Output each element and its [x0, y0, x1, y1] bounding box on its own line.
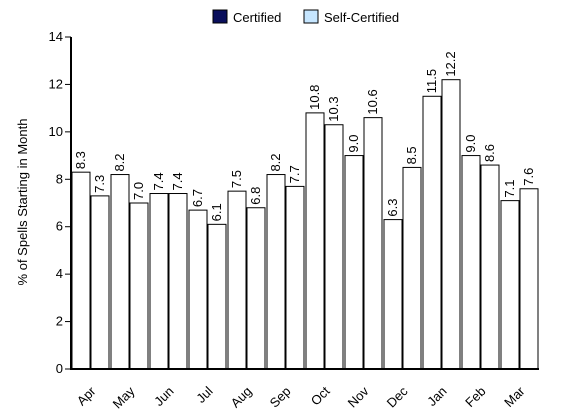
bar-jan-certified — [422, 95, 442, 370]
bar-nov-self-certified — [363, 117, 383, 370]
value-label-apr-self-certified: 7.3 — [92, 175, 107, 193]
bar-may-certified — [110, 174, 130, 370]
x-tick-label-jun: Jun — [151, 384, 176, 409]
bar-sep-self-certified — [285, 185, 305, 370]
plot-area: 8.3 7.3 Apr 8.2 7.0 May 7.4 7.4 Jun 6.7 6.1 Jul 7.5 6… — [49, 29, 539, 411]
value-label-dec-self-certified: 8.5 — [404, 146, 419, 164]
legend: Certified Self-Certified — [212, 9, 399, 25]
legend-swatch-self-certified — [303, 9, 319, 24]
legend-label-certified: Certified — [233, 10, 281, 25]
value-label-jan-certified: 11.5 — [424, 69, 439, 93]
value-label-mar-certified: 7.1 — [502, 180, 517, 198]
value-label-jan-self-certified: 12.2 — [443, 51, 458, 76]
y-axis-title: % of Spells Starting in Month — [15, 119, 30, 286]
y-tick-label-2: 2 — [56, 314, 63, 329]
x-tick-label-may: May — [110, 383, 138, 411]
y-tick-label-0: 0 — [56, 361, 63, 376]
bar-feb-certified — [461, 155, 481, 370]
value-label-may-self-certified: 7.0 — [131, 182, 146, 200]
x-tick-label-apr: Apr — [74, 383, 99, 408]
bar-may-self-certified — [129, 202, 149, 370]
y-tick-label-8: 8 — [56, 171, 63, 186]
y-tick-label-12: 12 — [49, 76, 63, 91]
x-tick-label-mar: Mar — [501, 383, 528, 410]
value-label-dec-certified: 6.3 — [385, 199, 400, 217]
bar-jun-self-certified — [168, 193, 188, 370]
bar-aug-certified — [227, 190, 247, 370]
value-label-mar-self-certified: 7.6 — [521, 168, 536, 186]
bar-nov-certified — [344, 155, 364, 370]
legend-label-self-certified: Self-Certified — [324, 10, 399, 25]
value-label-feb-certified: 9.0 — [463, 134, 478, 152]
bar-dec-self-certified — [402, 166, 422, 370]
bar-feb-self-certified — [480, 164, 500, 370]
x-tick-label-sep: Sep — [267, 384, 294, 411]
value-label-nov-certified: 9.0 — [346, 134, 361, 152]
legend-swatch-certified — [212, 9, 228, 24]
value-label-apr-certified: 8.3 — [73, 151, 88, 169]
bar-dec-certified — [383, 219, 403, 370]
value-label-oct-certified: 10.8 — [307, 85, 322, 110]
value-label-jun-self-certified: 7.4 — [170, 172, 185, 190]
bar-oct-certified — [305, 112, 325, 370]
y-tick-label-4: 4 — [56, 266, 63, 281]
value-label-sep-certified: 8.2 — [268, 153, 283, 171]
bar-apr-self-certified — [90, 195, 110, 370]
value-label-oct-self-certified: 10.3 — [326, 96, 341, 121]
bar-jun-certified — [149, 193, 169, 370]
x-tick-label-dec: Dec — [384, 383, 411, 410]
value-label-jul-certified: 6.7 — [190, 189, 205, 207]
bar-mar-certified — [500, 200, 520, 370]
bar-jul-self-certified — [207, 223, 227, 370]
bar-sep-certified — [266, 174, 286, 370]
value-label-jun-certified: 7.4 — [151, 172, 166, 190]
bar-apr-certified — [71, 171, 91, 370]
value-label-jul-self-certified: 6.1 — [209, 203, 224, 221]
value-label-sep-self-certified: 7.7 — [287, 165, 302, 183]
bar-aug-self-certified — [246, 207, 266, 370]
bar-mar-self-certified — [519, 188, 539, 370]
x-tick-label-feb: Feb — [462, 384, 488, 410]
value-label-feb-self-certified: 8.6 — [482, 144, 497, 162]
y-tick-label-14: 14 — [49, 29, 63, 44]
x-tick-label-jan: Jan — [424, 384, 449, 409]
x-tick-label-oct: Oct — [308, 383, 333, 408]
x-tick-label-jul: Jul — [193, 383, 215, 405]
y-tick-label-10: 10 — [49, 124, 63, 139]
value-label-nov-self-certified: 10.6 — [365, 89, 380, 114]
bar-jul-certified — [188, 209, 208, 370]
bar-jan-self-certified — [441, 79, 461, 370]
x-tick-label-nov: Nov — [345, 383, 372, 410]
bar-oct-self-certified — [324, 124, 344, 370]
y-tick-label-6: 6 — [56, 219, 63, 234]
value-label-aug-certified: 7.5 — [229, 170, 244, 188]
value-label-aug-self-certified: 6.8 — [248, 187, 263, 205]
x-tick-label-aug: Aug — [228, 384, 255, 411]
value-label-may-certified: 8.2 — [112, 153, 127, 171]
